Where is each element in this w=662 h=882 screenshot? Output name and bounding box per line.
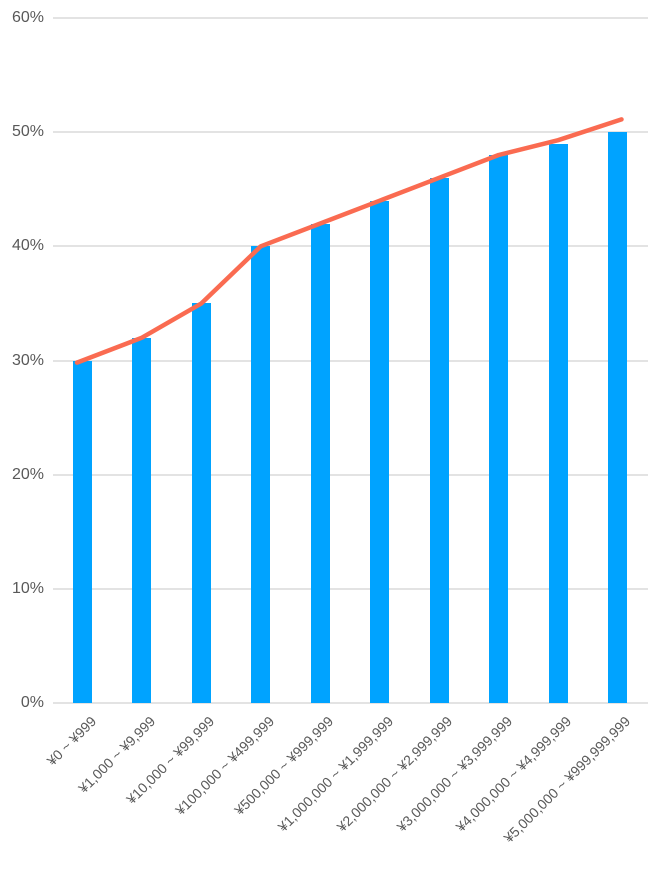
y-axis-tick-label: 60%	[11, 9, 44, 26]
y-gridline	[53, 473, 648, 476]
bar	[548, 143, 568, 703]
y-axis-tick-label: 30%	[11, 351, 44, 369]
bar	[370, 200, 390, 703]
bar	[310, 223, 330, 703]
y-gridline	[53, 702, 648, 704]
bar	[73, 360, 92, 703]
y-axis-tick-label: 40%	[11, 237, 44, 255]
bar	[191, 303, 211, 703]
bar	[489, 155, 509, 703]
bar	[251, 246, 271, 703]
y-axis-tick-label: 0%	[20, 694, 44, 711]
y-axis-tick-label: 10%	[11, 579, 44, 597]
y-gridline	[53, 17, 648, 19]
bar	[429, 177, 449, 703]
bar	[607, 132, 627, 703]
trend-line	[74, 117, 624, 365]
y-axis-tick-label: 50%	[11, 123, 44, 141]
bar	[132, 337, 152, 703]
y-gridline	[53, 131, 648, 134]
y-gridline	[53, 587, 648, 590]
y-axis-tick-label: 20%	[11, 465, 44, 483]
